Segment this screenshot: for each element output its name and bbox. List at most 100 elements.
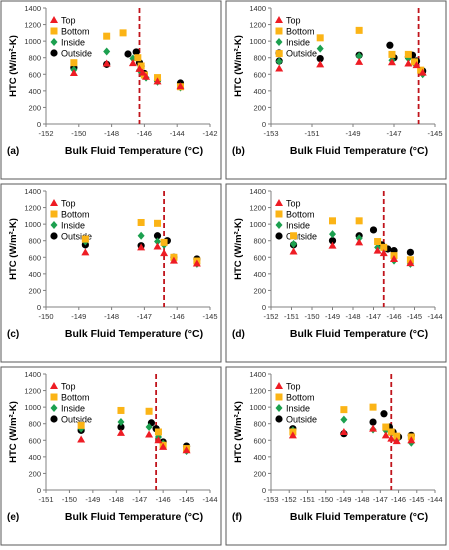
y-tick-label: 800: [28, 54, 41, 63]
legend-label: Inside: [61, 404, 85, 414]
y-tick-label: 0: [37, 486, 41, 495]
x-tick-label: -151: [304, 129, 319, 138]
x-tick-label: -147: [386, 129, 401, 138]
data-point-outside: [328, 237, 337, 245]
data-point-outside: [153, 232, 162, 240]
legend-marker: [275, 210, 283, 218]
x-tick-label: -152: [38, 129, 53, 138]
y-tick-label: 1000: [24, 403, 41, 412]
data-point-outside: [316, 54, 324, 63]
legend-label: Bottom: [61, 27, 90, 37]
x-tick-label: -150: [38, 312, 53, 321]
data-point-inside: [117, 418, 125, 427]
chart-panel: 0 200 400 600 800 1000 1200 1400 -153 -152 -151 -15…: [225, 366, 447, 546]
chart-panel: 0 200 400 600 800 1000 1200 1400 -152 -150 -148 -14…: [0, 0, 222, 180]
data-point-top: [153, 242, 162, 250]
x-tick-label: -153: [263, 129, 278, 138]
legend-label: Outside: [61, 415, 92, 425]
y-axis-label: HTC (W/m²-K): [233, 218, 244, 280]
legend-label: Bottom: [61, 210, 90, 220]
legend-marker: [50, 232, 58, 240]
panel-frame: [0, 366, 222, 546]
data-point-bottom: [134, 54, 142, 62]
x-tick-label: -147: [137, 312, 152, 321]
x-tick-label: -150: [71, 129, 86, 138]
data-point-bottom: [137, 218, 145, 226]
data-point-bottom: [119, 29, 127, 37]
data-point-top: [135, 64, 144, 72]
x-axis-label: Bulk Fluid Temperature (°C): [290, 328, 428, 340]
y-axis-label: HTC (W/m²-K): [233, 401, 244, 463]
x-tick-label: -145: [409, 495, 424, 504]
x-tick-label: -144: [170, 129, 185, 138]
data-point-inside: [329, 230, 336, 239]
data-point-top: [176, 82, 185, 90]
legend-marker: [50, 199, 58, 206]
legend-label: Bottom: [61, 393, 90, 403]
x-tick-label: -148: [109, 495, 124, 504]
panel-frame: [225, 0, 447, 180]
legend-label: Top: [286, 199, 301, 209]
y-axis-label: HTC (W/m²-K): [8, 218, 19, 280]
y-axis-label: HTC (W/m²-K): [233, 35, 244, 97]
data-point-bottom: [369, 403, 377, 411]
data-point-bottom: [411, 58, 418, 66]
data-point-inside: [154, 237, 162, 246]
x-tick-label: -146: [386, 312, 401, 321]
x-tick-label: -142: [202, 129, 217, 138]
y-tick-label: 800: [253, 420, 266, 429]
data-point-top: [160, 249, 169, 257]
chart-panel: 0 200 400 600 800 1000 1200 1400 -151 -150 -149 -14…: [0, 366, 222, 546]
x-tick-label: -146: [170, 312, 185, 321]
x-tick-label: -146: [391, 495, 406, 504]
x-tick-label: -148: [355, 495, 370, 504]
data-point-bottom: [387, 428, 395, 436]
panel-label: (d): [232, 329, 245, 340]
data-point-top: [275, 64, 284, 72]
y-tick-label: 600: [28, 253, 41, 262]
panel-label: (a): [7, 146, 19, 157]
data-point-bottom: [316, 34, 324, 42]
legend-label: Inside: [286, 404, 310, 414]
data-point-top: [339, 428, 348, 435]
x-tick-label: -151: [38, 495, 53, 504]
y-tick-label: 400: [253, 270, 266, 279]
panel-frame: [225, 366, 447, 546]
data-point-inside: [355, 52, 363, 61]
data-point-bottom: [70, 59, 78, 67]
y-tick-label: 400: [253, 453, 266, 462]
y-tick-label: 800: [253, 54, 266, 63]
x-tick-label: -150: [62, 495, 77, 504]
data-point-outside: [406, 248, 414, 256]
data-point-outside: [380, 410, 388, 418]
data-point-top: [355, 238, 364, 246]
legend-label: Inside: [61, 221, 85, 231]
legend-marker: [275, 27, 283, 35]
data-point-bottom: [154, 219, 162, 227]
legend-marker: [50, 27, 58, 35]
data-point-inside: [316, 44, 324, 53]
data-point-top: [387, 434, 396, 442]
data-point-top: [137, 243, 146, 251]
y-tick-label: 1200: [24, 387, 41, 396]
data-point-top: [406, 259, 415, 267]
data-point-bottom: [275, 50, 283, 58]
panel-label: (f): [232, 512, 242, 523]
legend-label: Inside: [286, 221, 310, 231]
data-point-top: [69, 69, 78, 77]
legend-marker: [275, 221, 283, 229]
y-tick-label: 1400: [249, 187, 266, 196]
x-tick-label: -145: [427, 129, 442, 138]
data-point-bottom: [404, 50, 412, 58]
data-point-outside: [369, 226, 378, 234]
data-point-top: [387, 58, 396, 66]
x-tick-label: -146: [137, 129, 152, 138]
data-point-top: [381, 431, 390, 439]
panel-frame: [225, 183, 447, 363]
data-point-top: [138, 68, 147, 76]
data-point-bottom: [154, 428, 162, 436]
data-point-top: [182, 446, 191, 454]
y-tick-label: 600: [28, 70, 41, 79]
